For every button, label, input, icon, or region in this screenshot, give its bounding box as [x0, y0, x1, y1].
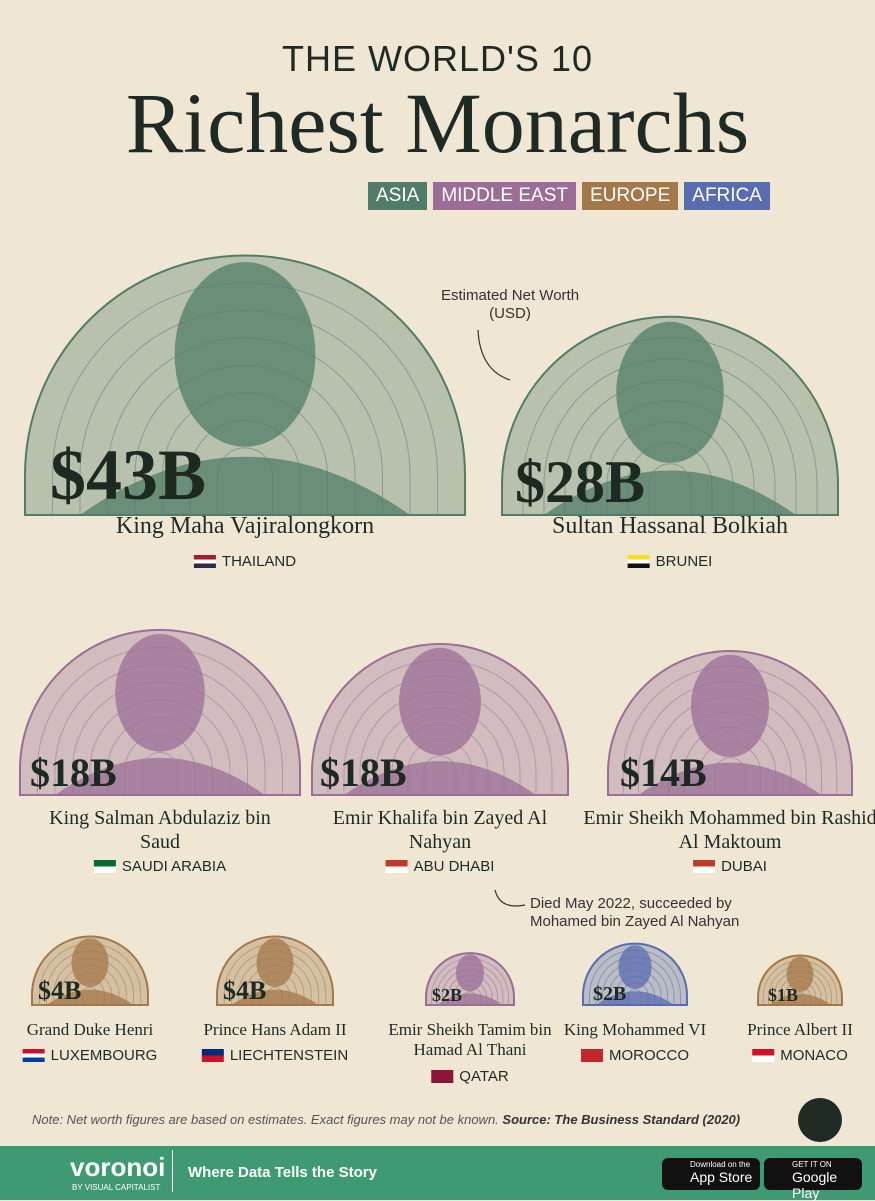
- shoulders: [80, 456, 410, 515]
- flag: [752, 1049, 775, 1062]
- monarch-name: King Salman Abdulaziz bin Saud: [49, 807, 271, 853]
- monarch-name: Prince Hans Adam II: [203, 1020, 347, 1039]
- shoulders: [46, 989, 134, 1005]
- portrait: [71, 938, 109, 988]
- country-name: LUXEMBOURG: [50, 1047, 158, 1064]
- country-name: SAUDI ARABIA: [121, 858, 227, 875]
- flag: [627, 555, 650, 568]
- arrow: [477, 329, 511, 381]
- legend-item: MIDDLE EAST: [433, 182, 577, 210]
- worth: $18B: [30, 750, 117, 795]
- legend: ASIA MIDDLE EAST EUROPE AFRICA: [368, 182, 770, 210]
- google-play-button[interactable]: GET IT ON Google Play: [764, 1158, 862, 1201]
- shoulders: [544, 470, 796, 515]
- country-name: MOROCCO: [609, 1047, 689, 1064]
- brand: voronoi: [70, 1152, 166, 1182]
- source: Source: The Business Standard (2020): [502, 1112, 741, 1127]
- shoulders: [437, 993, 503, 1005]
- portrait: [256, 938, 294, 988]
- country: ABU DHABI: [385, 858, 495, 875]
- country-name: DUBAI: [721, 858, 767, 875]
- worth: $28B: [515, 449, 646, 515]
- legend-item: AFRICA: [684, 182, 770, 210]
- shoulders: [638, 762, 822, 795]
- annotation: Died May 2022, succeeded by Mohamed bin …: [530, 895, 740, 930]
- portrait: [115, 634, 205, 752]
- worth: $43B: [50, 435, 207, 516]
- country: BRUNEI: [627, 553, 713, 570]
- worth: $4B: [38, 975, 82, 1005]
- monarch-name: Grand Duke Henri: [26, 1020, 154, 1039]
- legend-item: EUROPE: [582, 182, 679, 210]
- country: SAUDI ARABIA: [93, 858, 227, 875]
- shoulders: [768, 993, 832, 1005]
- store-big: Google Play: [792, 1169, 838, 1201]
- worth: $1B: [768, 985, 799, 1006]
- country-name: BRUNEI: [655, 553, 713, 570]
- portrait: [174, 262, 316, 447]
- divider: [172, 1150, 173, 1192]
- shoulders: [55, 757, 265, 795]
- portrait: [455, 954, 485, 992]
- country: LUXEMBOURG: [22, 1047, 158, 1064]
- country-name: THAILAND: [221, 553, 297, 570]
- tagline: Where Data Tells the Story: [188, 1164, 377, 1181]
- worth: $2B: [432, 985, 463, 1006]
- country: QATAR: [431, 1068, 509, 1085]
- monarch-name: Emir Sheikh Mohammed bin Rashid Al Makto…: [583, 807, 875, 853]
- title-main: Richest Monarchs: [125, 75, 750, 171]
- country: MONACO: [752, 1047, 848, 1064]
- logo: [798, 1098, 842, 1142]
- flag: [431, 1070, 454, 1083]
- flag: [22, 1049, 45, 1062]
- flag: [581, 1049, 603, 1062]
- portrait: [616, 321, 724, 463]
- flag: [193, 555, 216, 568]
- store-small: GET IT ON: [792, 1160, 832, 1169]
- country-name: QATAR: [459, 1068, 509, 1085]
- portrait: [690, 654, 770, 758]
- note-text: Note: Net worth figures are based on est…: [32, 1112, 499, 1127]
- legend-item: ASIA: [368, 182, 428, 210]
- worth: $4B: [223, 975, 267, 1005]
- monarch-name: Emir Khalifa bin Zayed Al Nahyan: [332, 807, 548, 853]
- monarch-name: King Mohammed VI: [563, 1020, 707, 1039]
- country-name: MONACO: [780, 1047, 848, 1064]
- country-name: ABU DHABI: [413, 858, 495, 875]
- portrait: [399, 647, 481, 756]
- country: LIECHTENSTEIN: [201, 1047, 349, 1064]
- annotation: Estimated Net Worth (USD): [440, 287, 580, 322]
- worth: $14B: [620, 750, 707, 795]
- brand-by: BY VISUAL CAPITALIST: [72, 1183, 161, 1192]
- flag: [93, 860, 116, 873]
- title-top: THE WORLD'S 10: [282, 38, 593, 79]
- country: DUBAI: [693, 858, 767, 875]
- flag: [201, 1049, 224, 1062]
- shoulders: [596, 991, 674, 1005]
- arrow: [494, 889, 526, 907]
- monarch-name: King Maha Vajiralongkorn: [115, 513, 375, 539]
- monarch-name: Prince Albert II: [747, 1020, 853, 1039]
- store-small: Download on the: [690, 1160, 751, 1169]
- portrait: [786, 956, 814, 992]
- monarch-name: Emir Sheikh Tamim bin Hamad Al Thani: [388, 1020, 552, 1060]
- portrait: [618, 945, 652, 989]
- flag: [693, 860, 716, 873]
- store-big: App Store: [690, 1169, 753, 1185]
- app-store-button[interactable]: Download on the App Store: [662, 1158, 760, 1190]
- monarch-name: Sultan Hassanal Bolkiah: [552, 513, 788, 539]
- country: MOROCCO: [581, 1047, 689, 1064]
- worth: $18B: [320, 750, 407, 795]
- country-name: LIECHTENSTEIN: [229, 1047, 349, 1064]
- shoulders: [231, 989, 319, 1005]
- worth: $2B: [593, 983, 627, 1005]
- country: THAILAND: [193, 553, 297, 570]
- note: Note: Net worth figures are based on est…: [32, 1112, 740, 1127]
- flag: [385, 860, 408, 873]
- shoulders: [344, 761, 536, 795]
